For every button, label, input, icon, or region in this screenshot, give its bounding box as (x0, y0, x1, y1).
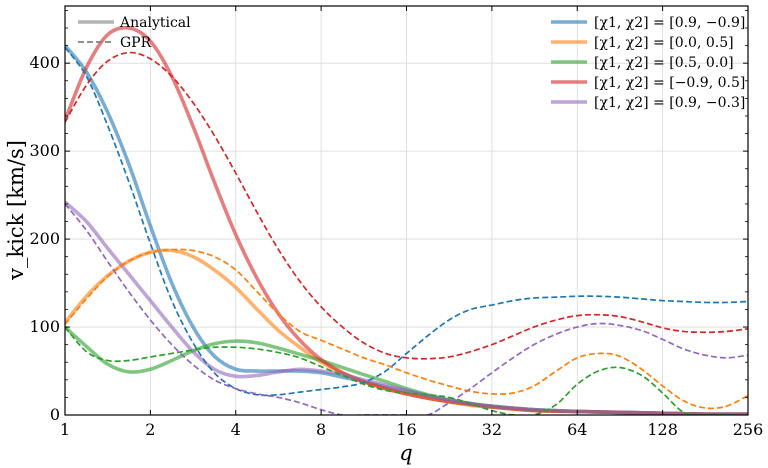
series-lines (65, 25, 748, 415)
legend-linestyle: Analytical GPR (78, 15, 191, 51)
grid (65, 6, 748, 415)
legend-series: [χ1, χ2] = [0.9, −0.9] [χ1, χ2] = [0.0, 0… (551, 15, 745, 111)
y-tick-label: 400 (29, 53, 60, 72)
legend-analytical-label: Analytical (119, 15, 191, 31)
x-axis-label: q (399, 441, 412, 465)
legend-gpr-label: GPR (120, 35, 152, 51)
x-tick-label: 8 (316, 420, 326, 439)
x-tick-label: 16 (396, 420, 416, 439)
x-tick-label: 1 (60, 420, 70, 439)
legend-series-1-label: [χ1, χ2] = [0.0, 0.5] (594, 35, 734, 51)
axis-ticks: 1 2 4 8 16 32 64 128 256 0 100 200 300 400 (29, 6, 763, 439)
x-tick-label: 2 (145, 420, 155, 439)
x-tick-label: 128 (647, 420, 678, 439)
series-1-gpr-line (65, 248, 748, 410)
legend-series-2-label: [χ1, χ2] = [0.5, 0.0] (594, 55, 734, 71)
x-tick-label: 32 (482, 420, 502, 439)
series-3-gpr-line (65, 51, 748, 360)
y-tick-label: 300 (29, 141, 60, 160)
series-0-gpr-line (65, 46, 748, 397)
y-tick-label: 200 (29, 229, 60, 248)
legend-series-3-label: [χ1, χ2] = [−0.9, 0.5] (594, 75, 745, 91)
x-tick-label: 256 (733, 420, 764, 439)
legend-series-4-label: [χ1, χ2] = [0.9, −0.3] (594, 95, 745, 111)
series-4-analytical-line (65, 200, 748, 415)
y-tick-label: 0 (50, 405, 60, 424)
series-2-gpr-line (65, 326, 748, 415)
legend-series-0-label: [χ1, χ2] = [0.9, −0.9] (594, 15, 745, 31)
series-4-gpr-line (65, 203, 748, 415)
y-tick-label: 100 (29, 317, 60, 336)
y-axis-label: v_kick [km/s] (4, 140, 28, 281)
x-tick-label: 4 (231, 420, 241, 439)
x-tick-label: 64 (567, 420, 587, 439)
